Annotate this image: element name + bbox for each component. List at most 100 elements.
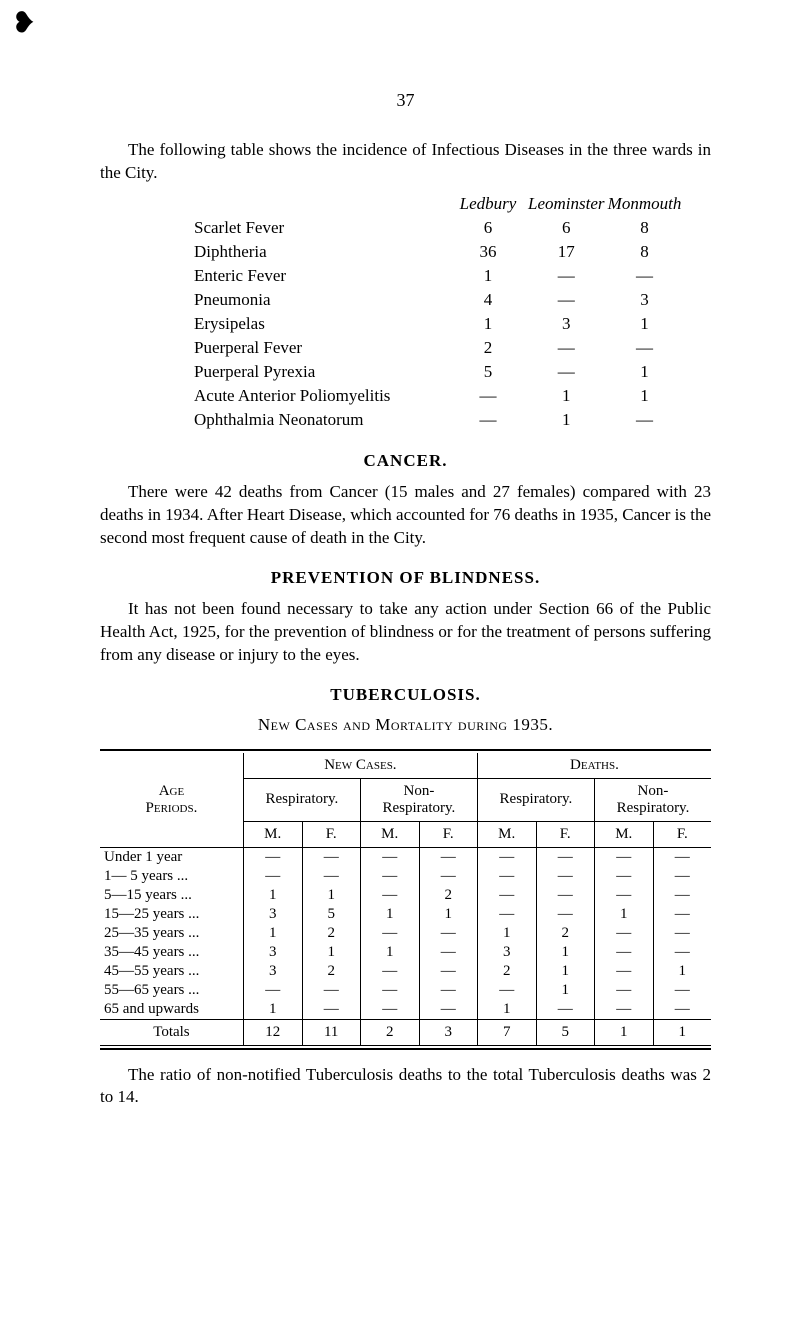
incidence-row-name: Acute Anterior Poliomyelitis xyxy=(194,385,448,407)
tub-data-cell: — xyxy=(360,981,419,1000)
mf-col: F. xyxy=(302,821,360,847)
tub-data-cell: 1 xyxy=(653,962,711,981)
totals-cell: 3 xyxy=(419,1019,477,1045)
tub-data-cell: — xyxy=(653,924,711,943)
tub-data-cell: — xyxy=(594,847,653,867)
tub-data-cell: — xyxy=(302,981,360,1000)
age-label-bottom: Periods. xyxy=(104,800,239,817)
tub-age-cell: 1— 5 years ... xyxy=(100,867,243,886)
tub-data-cell: — xyxy=(360,962,419,981)
tub-data-cell: — xyxy=(360,847,419,867)
tub-age-cell: 25—35 years ... xyxy=(100,924,243,943)
tub-data-cell: 1 xyxy=(536,981,594,1000)
tub-data-cell: 3 xyxy=(243,962,302,981)
tub-data-cell: — xyxy=(477,981,536,1000)
tub-data-cell: — xyxy=(302,867,360,886)
incidence-col-monmouth: Monmouth xyxy=(607,193,683,215)
tub-data-cell: 2 xyxy=(302,962,360,981)
tub-data-cell: 1 xyxy=(360,905,419,924)
incidence-cell: — xyxy=(528,265,605,287)
tub-data-cell: — xyxy=(360,1000,419,1020)
tub-data-cell: — xyxy=(360,867,419,886)
incidence-cell: 1 xyxy=(528,385,605,407)
mf-col: M. xyxy=(594,821,653,847)
incidence-cell: 8 xyxy=(607,241,683,263)
incidence-cell: 1 xyxy=(450,265,526,287)
tub-data-cell: — xyxy=(243,847,302,867)
blindness-paragraph: It has not been found necessary to take … xyxy=(100,598,711,667)
mf-col: M. xyxy=(360,821,419,847)
deaths-header: Deaths. xyxy=(477,753,711,779)
tub-data-cell: 1 xyxy=(419,905,477,924)
tub-data-cell: 5 xyxy=(302,905,360,924)
cancer-paragraph: There were 42 deaths from Cancer (15 mal… xyxy=(100,481,711,550)
incidence-row-name: Puerperal Pyrexia xyxy=(194,361,448,383)
tub-data-cell: — xyxy=(536,886,594,905)
tub-data-cell: — xyxy=(419,867,477,886)
incidence-row-name: Puerperal Fever xyxy=(194,337,448,359)
tub-data-cell: 3 xyxy=(243,905,302,924)
incidence-table: Ledbury Leominster Monmouth Scarlet Feve… xyxy=(192,191,685,433)
tub-data-cell: — xyxy=(419,962,477,981)
totals-cell: 2 xyxy=(360,1019,419,1045)
d-non-label: Non- xyxy=(599,783,707,800)
incidence-row-name: Pneumonia xyxy=(194,289,448,311)
tub-data-cell: — xyxy=(594,867,653,886)
tub-data-cell: — xyxy=(536,867,594,886)
tub-data-cell: — xyxy=(653,943,711,962)
incidence-cell: 17 xyxy=(528,241,605,263)
cancer-text: There were 42 deaths from Cancer (15 mal… xyxy=(100,482,711,547)
tub-data-cell: 2 xyxy=(419,886,477,905)
tub-age-cell: Under 1 year xyxy=(100,847,243,867)
incidence-cell: 4 xyxy=(450,289,526,311)
tub-data-cell: — xyxy=(536,905,594,924)
tub-data-cell: 1 xyxy=(243,924,302,943)
tub-age-cell: 65 and upwards xyxy=(100,1000,243,1020)
tub-data-cell: — xyxy=(419,981,477,1000)
mf-col: M. xyxy=(477,821,536,847)
tub-data-cell: — xyxy=(477,905,536,924)
incidence-cell: — xyxy=(528,337,605,359)
d-respiratory-header: Respiratory. xyxy=(477,778,594,821)
incidence-col-leominster: Leominster xyxy=(528,193,605,215)
tub-age-cell: 55—65 years ... xyxy=(100,981,243,1000)
tub-data-cell: — xyxy=(360,886,419,905)
tub-data-cell: — xyxy=(653,1000,711,1020)
incidence-cell: — xyxy=(607,409,683,431)
tub-data-cell: — xyxy=(419,1000,477,1020)
tub-age-cell: 5—15 years ... xyxy=(100,886,243,905)
tuberculosis-table: Age Periods. New Cases. Deaths. Respirat… xyxy=(100,753,711,1046)
tub-data-cell: — xyxy=(536,1000,594,1020)
new-cases-header: New Cases. xyxy=(243,753,477,779)
incidence-cell: 6 xyxy=(450,217,526,239)
tub-data-cell: — xyxy=(594,886,653,905)
tub-data-cell: 1 xyxy=(477,924,536,943)
tub-data-cell: — xyxy=(302,1000,360,1020)
tub-data-cell: 3 xyxy=(243,943,302,962)
incidence-cell: 3 xyxy=(528,313,605,335)
tub-data-cell: 1 xyxy=(536,943,594,962)
tub-data-cell: 2 xyxy=(477,962,536,981)
age-label-top: Age xyxy=(104,783,239,800)
incidence-cell: 36 xyxy=(450,241,526,263)
tub-data-cell: — xyxy=(653,886,711,905)
decorative-marker: ❥ xyxy=(12,10,35,38)
nc-non-resp-label: Respiratory. xyxy=(365,800,473,817)
totals-cell: 7 xyxy=(477,1019,536,1045)
incidence-cell: 1 xyxy=(607,361,683,383)
incidence-row-name: Diphtheria xyxy=(194,241,448,263)
blindness-text: It has not been found necessary to take … xyxy=(100,599,711,664)
tub-data-cell: 1 xyxy=(594,905,653,924)
totals-cell: 1 xyxy=(594,1019,653,1045)
mf-col: F. xyxy=(419,821,477,847)
tub-data-cell: 1 xyxy=(536,962,594,981)
tub-data-cell: — xyxy=(360,924,419,943)
tub-data-cell: — xyxy=(419,943,477,962)
tub-data-cell: — xyxy=(653,867,711,886)
tuberculosis-heading: TUBERCULOSIS. xyxy=(100,685,711,705)
incidence-cell: 1 xyxy=(607,313,683,335)
tub-data-cell: — xyxy=(594,1000,653,1020)
tub-data-cell: 1 xyxy=(243,1000,302,1020)
tub-data-cell: 2 xyxy=(536,924,594,943)
totals-cell: 11 xyxy=(302,1019,360,1045)
